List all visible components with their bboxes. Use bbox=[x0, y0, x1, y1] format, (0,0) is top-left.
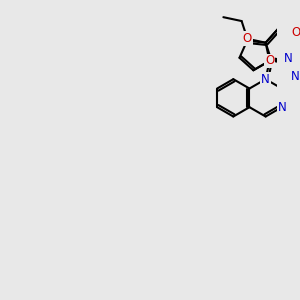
Text: N: N bbox=[261, 73, 270, 86]
Text: O: O bbox=[265, 54, 274, 68]
Text: N: N bbox=[291, 70, 300, 83]
Text: N: N bbox=[284, 52, 292, 65]
Text: O: O bbox=[292, 26, 300, 39]
Text: N: N bbox=[278, 101, 286, 114]
Text: O: O bbox=[243, 32, 252, 45]
